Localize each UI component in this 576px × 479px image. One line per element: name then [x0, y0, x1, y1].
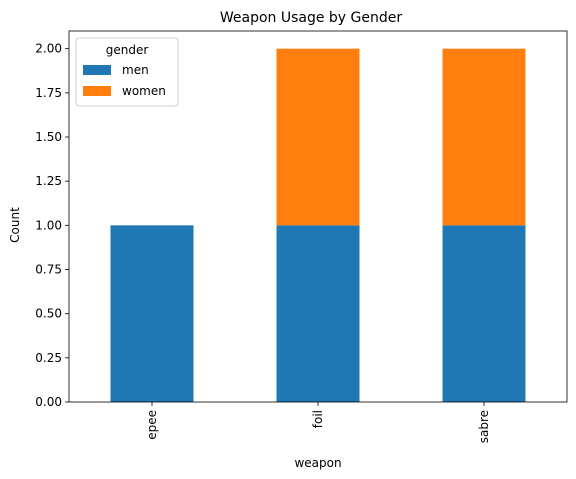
bar-men-foil — [276, 225, 360, 402]
y-tick-label: 1.50 — [35, 130, 62, 144]
x-axis-label: weapon — [294, 456, 341, 470]
y-tick-label: 0.25 — [35, 351, 62, 365]
y-tick-label: 0.00 — [35, 395, 62, 409]
x-tick-label-sabre: sabre — [477, 410, 491, 443]
y-tick-label: 2.00 — [35, 42, 62, 56]
x-tick-label-epee: epee — [145, 410, 159, 440]
x-tick-label-foil: foil — [311, 410, 325, 428]
legend: gender men women — [75, 37, 179, 107]
x-axis-ticks: epee foil sabre — [145, 402, 491, 443]
bar-women-foil — [276, 48, 360, 226]
y-axis-label: Count — [8, 207, 22, 243]
bars — [110, 48, 526, 402]
bar-men-sabre — [442, 225, 526, 402]
y-tick-label: 1.00 — [35, 218, 62, 232]
y-tick-label: 1.25 — [35, 174, 62, 188]
legend-swatch-women — [83, 86, 111, 96]
legend-swatch-men — [83, 65, 111, 75]
y-axis-ticks: 0.00 0.25 0.50 0.75 1.00 1.25 1.50 1.75 2.00 — [35, 42, 69, 409]
y-tick-label: 1.75 — [35, 86, 62, 100]
legend-label-women: women — [122, 84, 166, 98]
y-tick-label: 0.75 — [35, 263, 62, 277]
bar-men-epee — [110, 225, 194, 402]
chart-title: Weapon Usage by Gender — [220, 10, 403, 26]
plot-frame — [68, 30, 568, 403]
legend-title: gender — [106, 43, 149, 57]
legend-label-men: men — [122, 63, 149, 77]
bar-women-sabre — [442, 48, 526, 226]
y-tick-label: 0.50 — [35, 307, 62, 321]
